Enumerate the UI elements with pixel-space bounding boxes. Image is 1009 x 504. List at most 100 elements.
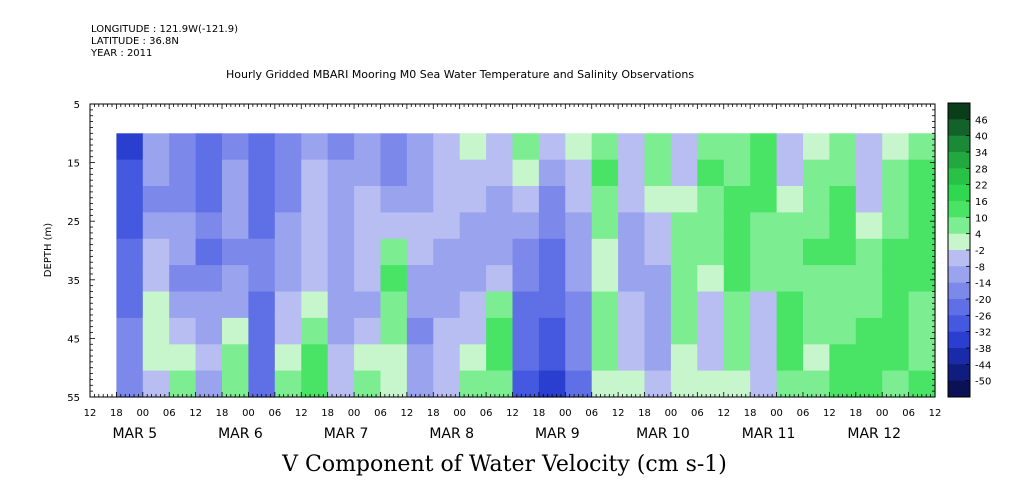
colorbar-label: -44 [975,360,991,371]
colorbar-swatch [948,250,970,267]
heatmap-cell [723,238,751,266]
x-tick-label: 12 [401,408,414,419]
x-tick-label: 18 [533,408,546,419]
heatmap-cell [776,186,804,213]
x-tick-label: 06 [902,408,915,419]
heatmap-cell [723,265,751,293]
x-tick-label: 00 [876,408,889,419]
colorbar-swatch [948,315,970,332]
x-date-label: MAR 11 [742,426,796,442]
heatmap-cell [512,265,540,293]
heatmap-cell [248,133,276,161]
heatmap-cell [591,291,619,319]
heatmap-cell [723,344,751,372]
colorbar-swatch [948,168,970,185]
x-tick-label: 12 [823,408,836,419]
heatmap-cell [565,265,593,293]
heatmap-cell [750,317,778,345]
x-tick-label: 00 [348,408,361,419]
heatmap-cell [169,370,197,398]
heatmap-cell [538,317,566,345]
heatmap-cell [169,186,197,213]
heatmap-cell [803,265,830,293]
heatmap-cell [406,344,434,372]
colorbar-swatch [948,282,970,300]
heatmap-cell [169,238,197,266]
x-tick-label: 12 [506,408,519,419]
heatmap-cell [116,159,144,187]
heatmap-cell [882,212,910,240]
heatmap-cell [459,212,487,240]
heatmap-cell [169,159,197,187]
heatmap-cell [222,186,249,213]
colorbar-label: 4 [975,230,981,241]
heatmap-cell [829,370,857,398]
heatmap-cell [433,133,461,161]
axes: 12 18 00 06 12 18 00 06 12 18 00 06 12 18 00 06 12 18 00 06… [67,100,941,442]
heatmap-cell [908,291,936,319]
heatmap-cell [644,238,672,266]
heatmap-cell [116,265,144,293]
heatmap-cell [618,291,646,319]
colorbar-swatch [948,201,970,218]
heatmap-cell [644,291,672,319]
heatmap-cell [116,186,144,213]
heatmap-cell [776,212,804,240]
heatmap-cell [142,370,170,398]
heatmap-cell [908,370,936,398]
x-tick-label: 06 [374,408,387,419]
heatmap-cell [301,265,329,293]
heatmap-cell [565,159,593,187]
heatmap-cell [591,344,619,372]
x-tick-label: 00 [136,408,149,419]
heatmap-cell [644,186,672,213]
heatmap-cell [829,317,857,345]
heatmap-cell [116,317,144,345]
heatmap-cell [908,133,936,161]
heatmap-cell [354,133,382,161]
y-axis-label: DEPTH (m) [43,223,54,277]
heatmap-cell [855,159,883,187]
heatmap-cell [486,238,514,266]
heatmap-cell [723,212,751,240]
heatmap-cell [618,317,646,345]
heatmap-cell [723,370,751,398]
heatmap-cell [380,344,408,372]
heatmap-cell [433,370,461,398]
x-date-label: MAR 7 [324,426,369,442]
heatmap-cell [195,133,223,161]
heatmap-cell [248,291,276,319]
heatmap-cell [908,317,936,345]
heatmap-cell [195,317,223,345]
x-tick-label: 18 [110,408,123,419]
x-tick-label: 06 [797,408,810,419]
heatmap-cell [459,186,487,213]
heatmap-cell [301,370,329,398]
heatmap-cell [512,133,540,161]
heatmap-cell [301,238,329,266]
heatmap-cell [486,370,514,398]
heatmap-cell [829,133,857,161]
heatmap-cell [354,238,382,266]
heatmap-cell [142,212,170,240]
heatmap-cell [327,344,355,372]
heatmap-cell [855,317,883,345]
x-tick-label: 12 [295,408,308,419]
heatmap-cell [591,159,619,187]
heatmap-cell [486,133,514,161]
y-tick-label: 35 [67,276,80,287]
heatmap-cell [380,265,408,293]
heatmap-cell [459,159,487,187]
x-date-label: MAR 9 [535,426,580,442]
heatmap-cell [433,265,461,293]
heatmap-cell [565,212,593,240]
heatmap-cell [829,159,857,187]
heatmap-cell [248,186,276,213]
heatmap-cell [354,159,382,187]
heatmap-cell [670,291,698,319]
y-tick-label: 15 [67,159,80,170]
heatmap-cell [670,370,698,398]
heatmap-cell [116,344,144,372]
heatmap-cell [354,370,382,398]
heatmap-cell [670,133,698,161]
